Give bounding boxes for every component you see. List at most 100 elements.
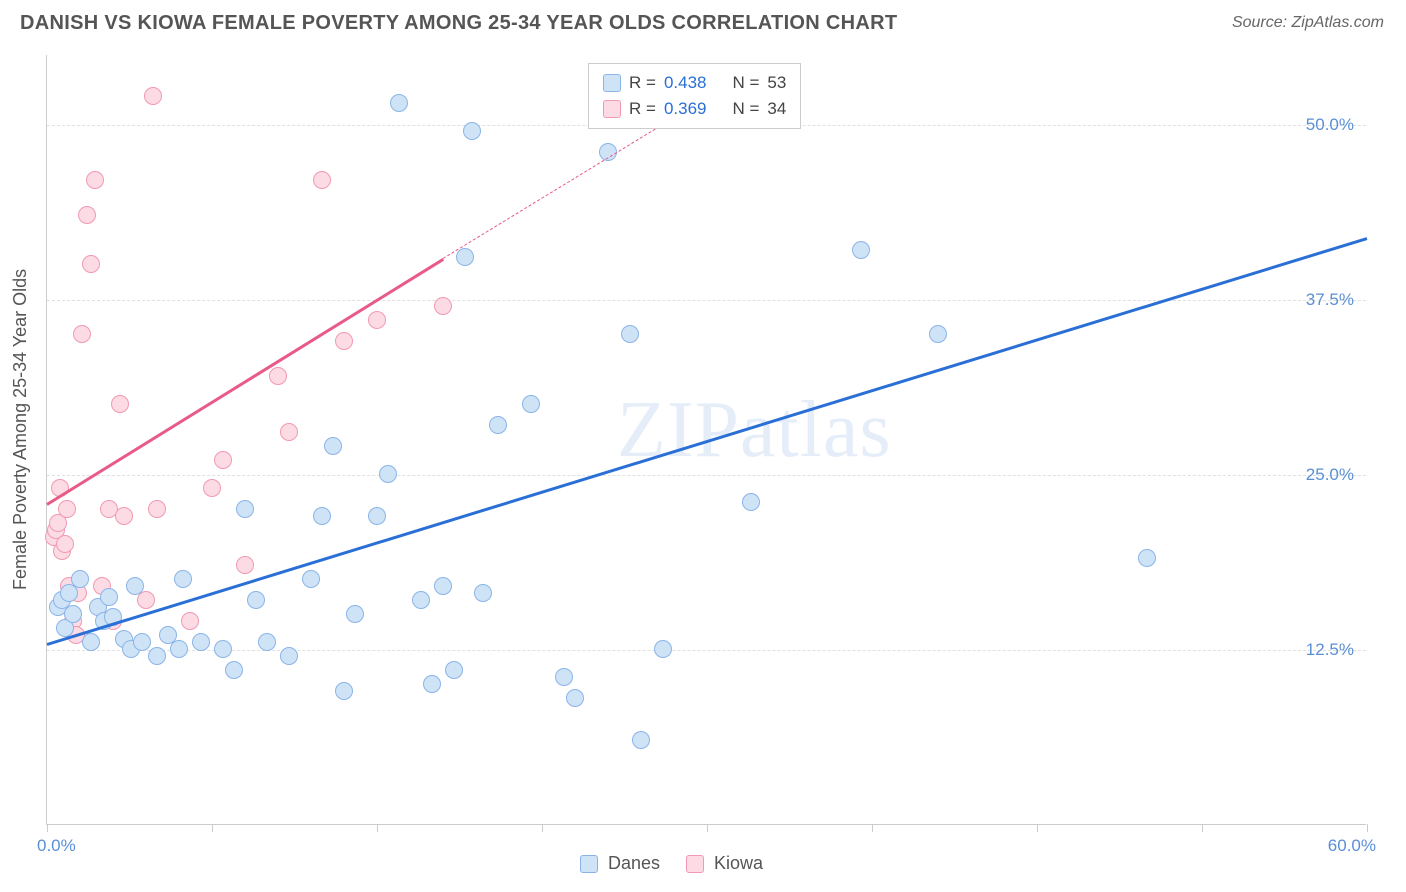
dot-danes [214,640,232,658]
dot-kiowa [144,87,162,105]
r-label: R = [629,73,656,93]
y-tick-label: 37.5% [1306,290,1354,310]
trend-line [47,237,1368,646]
dot-kiowa [269,367,287,385]
r-label: R = [629,99,656,119]
x-tick [377,824,378,832]
source-attribution: Source: ZipAtlas.com [1232,14,1384,32]
dot-danes [390,94,408,112]
dot-danes [64,605,82,623]
x-max-label: 60.0% [1328,836,1376,856]
dot-danes [654,640,672,658]
dot-danes [474,584,492,602]
x-tick [1037,824,1038,832]
dot-kiowa [78,206,96,224]
dot-danes [412,591,430,609]
x-tick [212,824,213,832]
dot-danes [632,731,650,749]
dot-kiowa [434,297,452,315]
swatch-danes [603,74,621,92]
dot-danes [100,588,118,606]
r-value-kiowa: 0.369 [664,99,707,119]
dot-danes [434,577,452,595]
dot-danes [313,507,331,525]
dot-danes [621,325,639,343]
dot-danes [148,647,166,665]
dot-danes [174,570,192,588]
dot-danes [247,591,265,609]
dot-kiowa [203,479,221,497]
dot-danes [423,675,441,693]
y-tick-label: 50.0% [1306,115,1354,135]
dot-danes [82,633,100,651]
dot-kiowa [214,451,232,469]
dot-kiowa [280,423,298,441]
dot-kiowa [73,325,91,343]
dot-danes [522,395,540,413]
dot-danes [346,605,364,623]
gridline [47,650,1366,651]
dot-danes [379,465,397,483]
dot-danes [324,437,342,455]
x-tick [1202,824,1203,832]
dot-danes [335,682,353,700]
gridline [47,475,1366,476]
x-tick [707,824,708,832]
n-value-kiowa: 34 [767,99,786,119]
x-tick [1367,824,1368,832]
dot-danes [71,570,89,588]
dot-danes [192,633,210,651]
dot-kiowa [148,500,166,518]
dot-danes [456,248,474,266]
dot-danes [555,668,573,686]
dot-danes [258,633,276,651]
legend-row-kiowa: R = 0.369 N = 34 [603,96,786,122]
dot-danes [280,647,298,665]
dot-kiowa [313,171,331,189]
dot-danes [225,661,243,679]
dot-danes [929,325,947,343]
dot-danes [463,122,481,140]
chart-title: DANISH VS KIOWA FEMALE POVERTY AMONG 25-… [20,12,897,35]
dot-danes [126,577,144,595]
swatch-kiowa [686,855,704,873]
plot-area: ZIPatlas 12.5%25.0%37.5%50.0%0.0%60.0% [46,55,1366,825]
dot-danes [566,689,584,707]
n-value-danes: 53 [767,73,786,93]
dot-kiowa [137,591,155,609]
dot-danes [170,640,188,658]
swatch-danes [580,855,598,873]
dot-kiowa [58,500,76,518]
dot-danes [852,241,870,259]
n-label: N = [732,73,759,93]
dot-danes [489,416,507,434]
series-legend: Danes Kiowa [580,853,763,874]
x-min-label: 0.0% [37,836,76,856]
x-tick [542,824,543,832]
dot-danes [133,633,151,651]
dot-kiowa [82,255,100,273]
dot-kiowa [86,171,104,189]
dot-danes [236,500,254,518]
dot-danes [742,493,760,511]
dot-kiowa [236,556,254,574]
dot-kiowa [56,535,74,553]
dot-kiowa [335,332,353,350]
n-label: N = [732,99,759,119]
dot-kiowa [115,507,133,525]
dot-danes [368,507,386,525]
x-tick [47,824,48,832]
y-tick-label: 25.0% [1306,465,1354,485]
legend-label-danes: Danes [608,853,660,874]
dot-danes [302,570,320,588]
x-tick [872,824,873,832]
r-value-danes: 0.438 [664,73,707,93]
dot-danes [445,661,463,679]
dot-kiowa [111,395,129,413]
legend-row-danes: R = 0.438 N = 53 [603,70,786,96]
dot-kiowa [181,612,199,630]
y-axis-title: Female Poverty Among 25-34 Year Olds [10,269,31,590]
y-tick-label: 12.5% [1306,640,1354,660]
dot-kiowa [368,311,386,329]
dot-danes [1138,549,1156,567]
